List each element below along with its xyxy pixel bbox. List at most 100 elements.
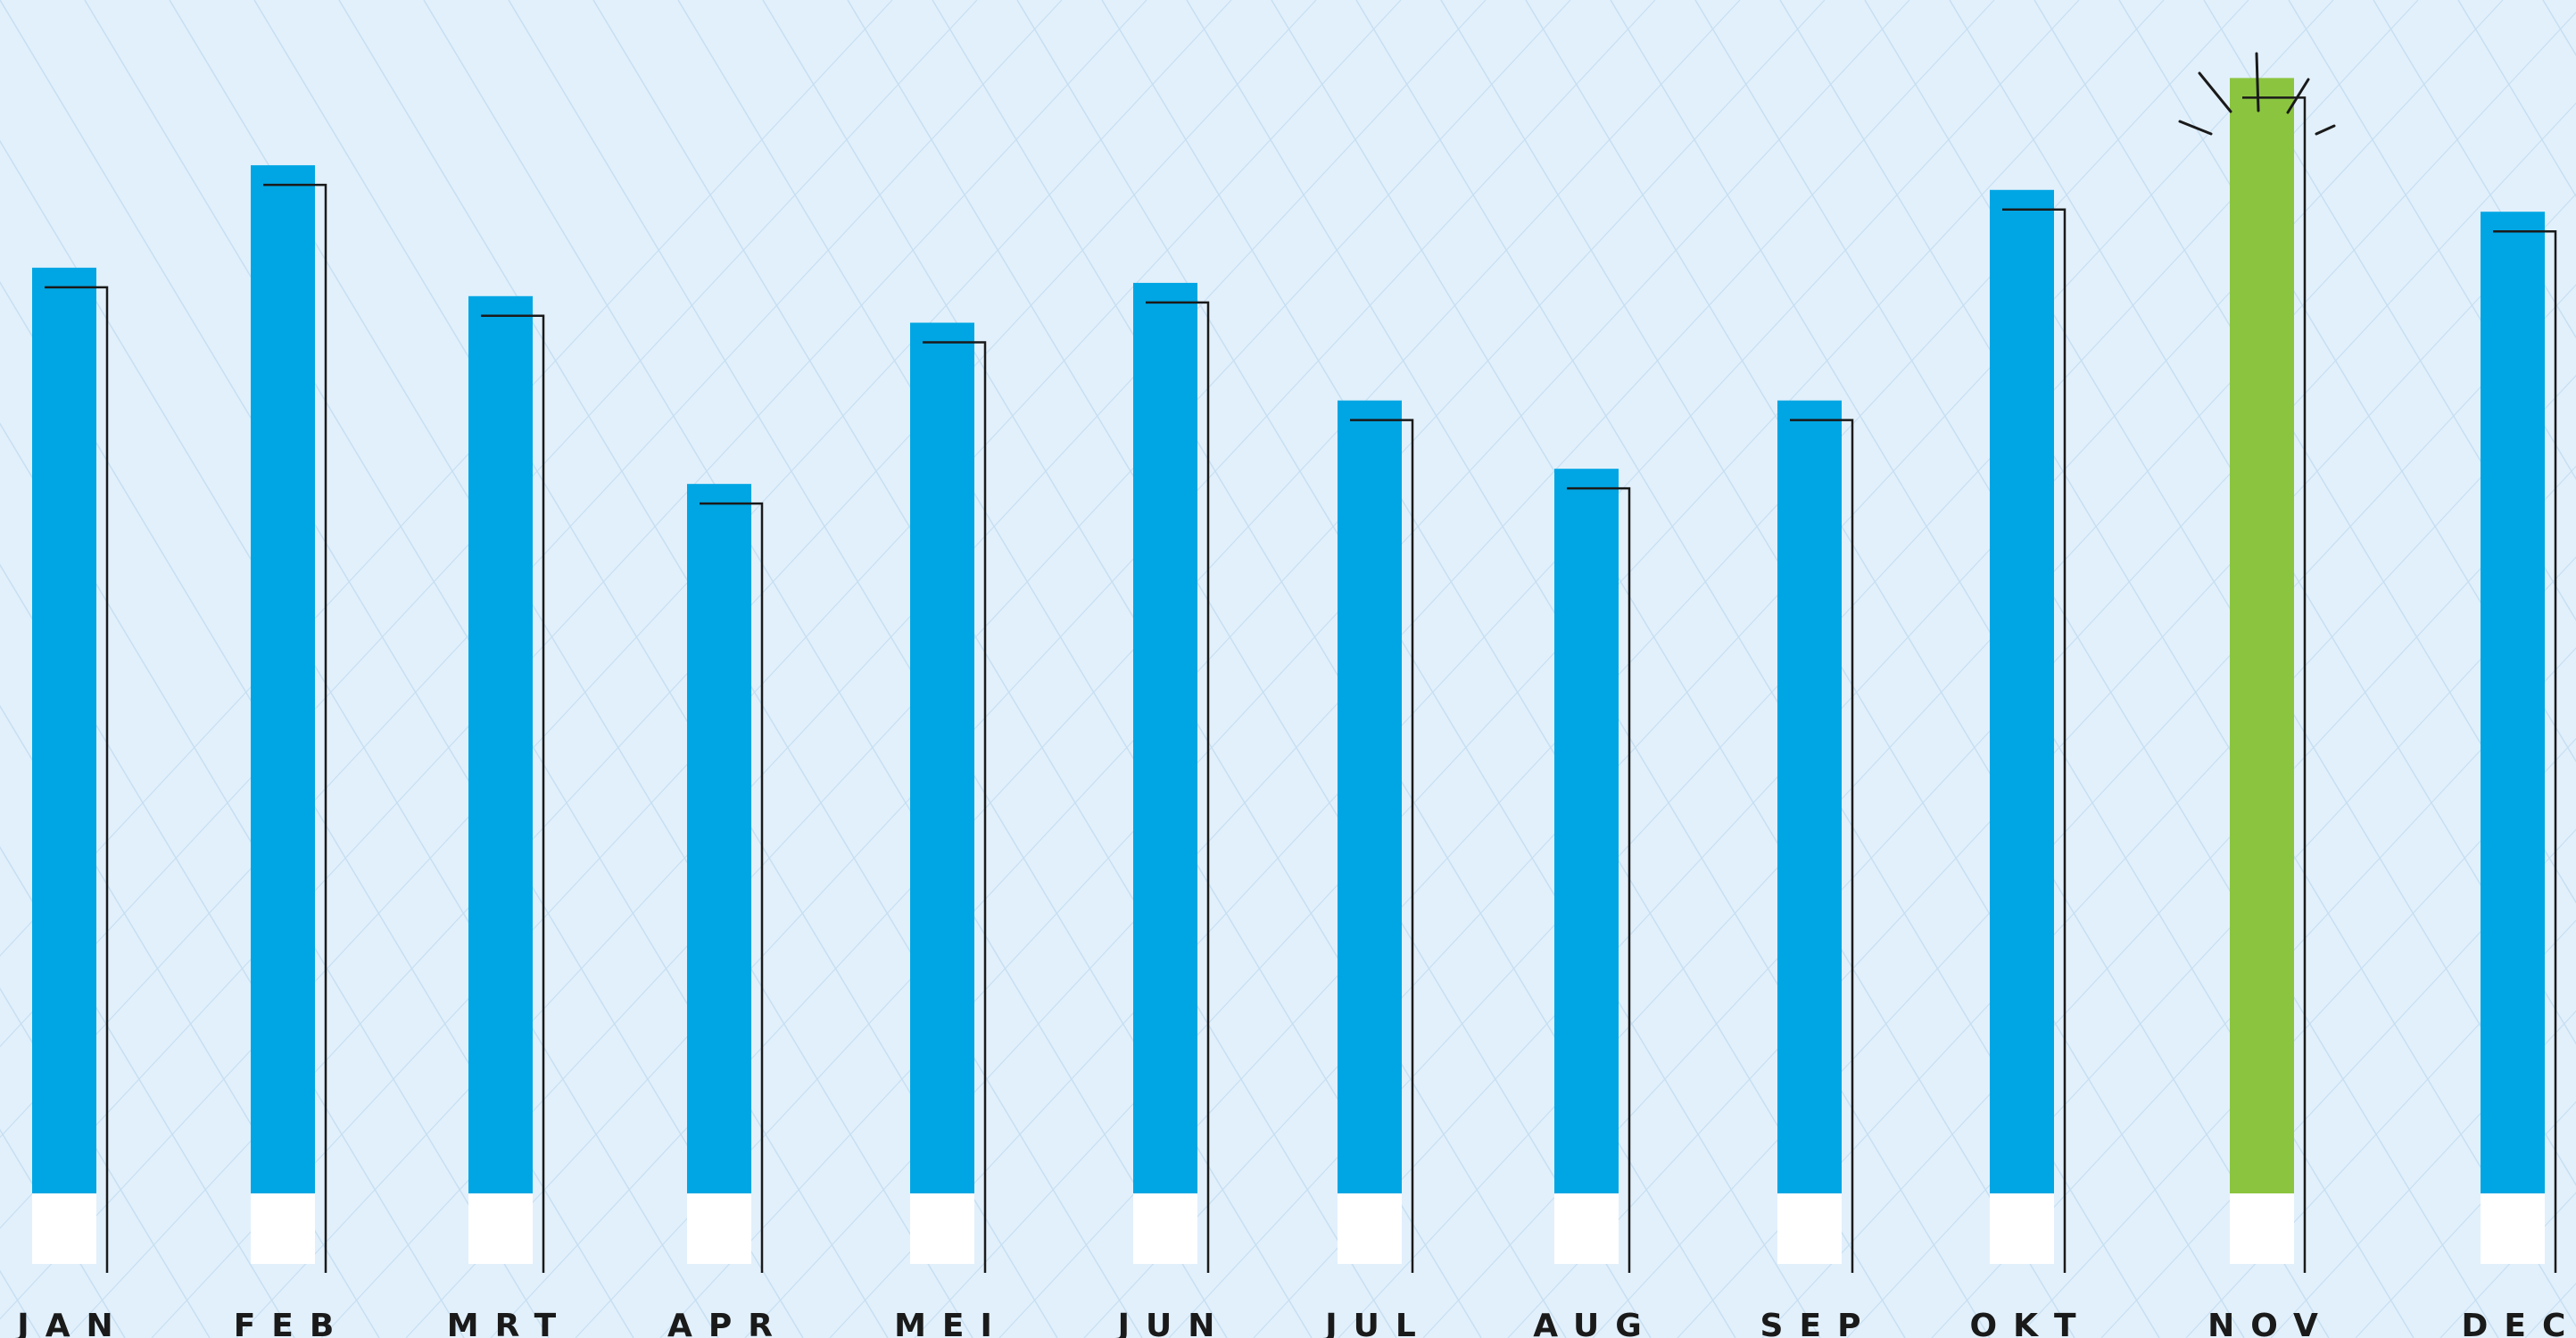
burst-ray <box>2286 78 2310 114</box>
grid-line <box>151 0 1402 1338</box>
grid-line <box>914 0 2165 1338</box>
highlight-burst-icon <box>2178 52 2336 136</box>
bar-shadow-line <box>2242 96 2307 1273</box>
grid-line <box>575 0 1826 1338</box>
month-label-mei: MEI <box>894 1308 1008 1338</box>
month-label-jul: JUL <box>1322 1308 1432 1338</box>
bar-base <box>687 1193 751 1264</box>
bar-aug <box>1554 469 1631 1273</box>
grid-line <box>2016 737 2576 1338</box>
grid-line <box>0 0 804 1338</box>
grid-line <box>0 987 211 1338</box>
bar-nov <box>2230 78 2307 1273</box>
bar-shadow-line <box>1790 419 1854 1273</box>
grid-line <box>1949 0 2576 1045</box>
bar-shadow-line <box>923 341 987 1273</box>
bar-base <box>1777 1193 1842 1264</box>
grid-line <box>236 0 1487 1338</box>
bar-shadow-line <box>45 286 109 1273</box>
grid-line <box>2270 1010 2576 1338</box>
bar-shadow-line <box>1567 486 1631 1273</box>
bar-fill <box>1990 189 2054 1194</box>
bar-fill <box>1133 282 1197 1193</box>
grid-line <box>405 0 1656 1338</box>
burst-ray <box>2315 124 2336 136</box>
bar-jun <box>1133 282 1210 1273</box>
bars-group <box>32 78 2557 1273</box>
grid-line <box>592 0 1397 1338</box>
bar-base <box>2481 1193 2545 1264</box>
bar-fill <box>32 267 96 1193</box>
bar-fill <box>2481 212 2545 1194</box>
month-labels: JAN FEB MRT APR MEI JUN JUL AUG SEP OKT NOV DEC <box>14 1308 2565 1338</box>
bar-jul <box>1338 400 1414 1273</box>
grid-line <box>0 0 1232 1320</box>
month-label-jan: JAN <box>14 1308 128 1338</box>
grid-line <box>659 0 1910 1338</box>
bar-fill <box>910 322 974 1193</box>
bar-mei <box>910 322 987 1273</box>
grid-line <box>0 0 978 1048</box>
bar-fill <box>251 165 315 1193</box>
bar-shadow-line <box>2002 208 2067 1273</box>
grid-line <box>1592 284 2576 1338</box>
grid-line <box>1253 0 2504 1338</box>
grid-line <box>1525 0 2330 1338</box>
bar-base <box>1133 1193 1197 1264</box>
grid-line <box>423 0 1228 1338</box>
grid-line <box>2288 0 2576 480</box>
bar-shadow-line <box>700 502 764 1273</box>
grid-line <box>1016 0 1821 1338</box>
grid-line <box>2373 0 2576 339</box>
bar-base <box>468 1193 533 1264</box>
month-label-jun: JUN <box>1115 1308 1231 1338</box>
month-label-feb: FEB <box>234 1308 351 1338</box>
grid-line <box>1440 0 2245 1338</box>
grid-line <box>0 704 380 1338</box>
grid-line <box>0 422 550 1338</box>
bar-shadow-line <box>2493 229 2557 1273</box>
bar-base <box>1338 1193 1402 1264</box>
bar-fill <box>1777 400 1842 1193</box>
grid-line <box>1761 465 2576 1338</box>
bar-base <box>2230 1193 2294 1264</box>
month-label-aug: AUG <box>1533 1308 1658 1338</box>
month-label-apr: APR <box>667 1308 789 1338</box>
grid-line <box>0 0 893 957</box>
bar-shadow-line <box>263 183 327 1273</box>
grid-line <box>0 139 719 1338</box>
bar-fill <box>1554 469 1619 1193</box>
bar-base <box>1990 1193 2054 1264</box>
grid-line <box>0 0 1147 1229</box>
grid-line <box>1101 0 1906 1338</box>
month-label-mrt: MRT <box>447 1308 572 1338</box>
month-label-nov: NOV <box>2207 1308 2334 1338</box>
bar-mrt <box>468 295 545 1273</box>
grid-line <box>2185 919 2576 1338</box>
bar-sep <box>1777 400 1854 1273</box>
bar-jan <box>32 267 109 1273</box>
bar-base <box>251 1193 315 1264</box>
bar-shadow-line <box>481 314 545 1273</box>
grid-line <box>1271 0 2075 1338</box>
grid-line <box>2100 828 2576 1338</box>
bar-shadow-line <box>1146 301 1210 1273</box>
grid-line <box>1083 0 2334 1338</box>
grid-line <box>2203 0 2576 621</box>
bar-feb <box>251 165 327 1273</box>
month-label-sep: SEP <box>1760 1308 1877 1338</box>
month-label-okt: OKT <box>1969 1308 2091 1338</box>
grid-line <box>847 0 1652 1338</box>
bar-base <box>910 1193 974 1264</box>
grid-line <box>1507 193 2576 1338</box>
bar-fill <box>468 295 533 1193</box>
grid-line <box>2355 1101 2576 1338</box>
bar-fill <box>687 484 751 1193</box>
bar-apr <box>687 484 764 1273</box>
grid-line <box>490 0 1741 1338</box>
burst-ray <box>2198 71 2232 113</box>
bar-shadow-line <box>1350 419 1414 1273</box>
